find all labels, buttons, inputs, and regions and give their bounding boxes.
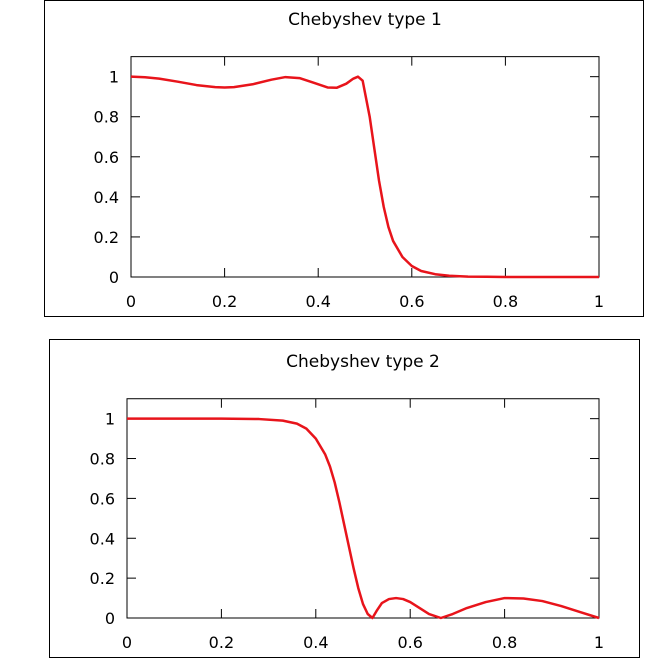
- chart-2-x-tick-label: 0: [122, 633, 132, 652]
- chart-1-x-tick-label: 0.4: [305, 292, 330, 311]
- chart-2-y-tick-label: 0.2: [90, 569, 115, 588]
- chart-2-y-tick-label: 0.6: [90, 489, 115, 508]
- chart-1-y-tick-label: 0.6: [94, 148, 119, 167]
- chart-1-y-tick-label: 0.8: [94, 108, 119, 127]
- chart-2-x-tick-label: 0.2: [209, 633, 234, 652]
- chart-2-x-tick-label: 0.6: [397, 633, 422, 652]
- chart-2-series-line: [127, 417, 600, 620]
- chart-1-x-tick-label: 1: [594, 292, 604, 311]
- chart-1-series-line: [130, 75, 599, 279]
- chart-2-x-tick-label: 0.4: [303, 633, 328, 652]
- chart-2-x-tick-label: 1: [594, 633, 604, 652]
- chart-2-x-tick-label: 0.8: [492, 633, 517, 652]
- chart-2-svg: Chebyshev type 2 0 0.2 0.4 0.6 0.8 1 0 0.2 0.4 0.6…: [90, 352, 605, 652]
- chart-2-plot-frame: [126, 398, 600, 619]
- chart-1-y-tick-label: 1: [109, 68, 119, 87]
- chart-1-svg: Chebyshev type 1 0 0.2 0.4 0.6 0.8 1 0 0.2 0.4 0.6…: [94, 10, 605, 311]
- chart-panel-1: Chebyshev type 1 0 0.2 0.4 0.6 0.8 1 0 0.2 0.4 0.6…: [44, 0, 644, 317]
- chart-1-x-tick-label: 0: [126, 292, 136, 311]
- chart-1-plot-frame: [130, 56, 600, 278]
- chart-1-y-tick-label: 0.2: [94, 228, 119, 247]
- chart-2-title: Chebyshev type 2: [286, 352, 440, 372]
- chart-1-y-tick-label: 0: [109, 268, 119, 287]
- chart-1-title: Chebyshev type 1: [288, 10, 442, 30]
- chart-1-y-tick-label: 0.4: [94, 188, 119, 207]
- chart-2-y-tick-label: 0.8: [90, 450, 115, 469]
- chart-2-y-tick-label: 0: [105, 609, 115, 628]
- chart-1-x-tick-label: 0.8: [493, 292, 518, 311]
- chart-2-y-tick-label: 0.4: [90, 529, 115, 548]
- chart-2-y-tick-label: 1: [105, 410, 115, 429]
- chart-1-x-tick-label: 0.2: [212, 292, 237, 311]
- chart-1-x-tick-label: 0.6: [399, 292, 424, 311]
- chart-panel-2: Chebyshev type 2 0 0.2 0.4 0.6 0.8 1 0 0.2 0.4 0.6…: [49, 339, 640, 658]
